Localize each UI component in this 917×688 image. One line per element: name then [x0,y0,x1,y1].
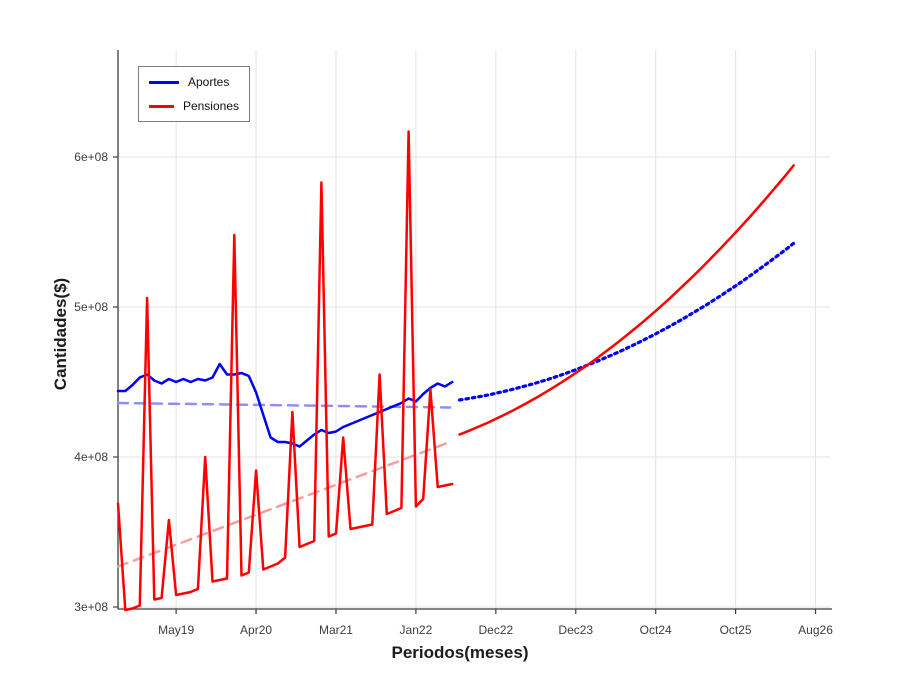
x-tick-label: Dec22 [478,623,513,637]
x-tick-label: Apr20 [240,623,272,637]
legend-item-pensiones: Pensiones [149,99,239,113]
y-tick-label: 5e+08 [74,300,108,314]
y-tick-label: 4e+08 [74,450,108,464]
x-axis-label: Periodos(meses) [391,643,529,662]
pensiones-historical-line [116,130,454,612]
pensiones-line-sample-icon [149,104,174,108]
x-tick-label: Dec23 [558,623,593,637]
x-tick-label: Jan22 [400,623,433,637]
y-axis-label: Cantidades($) [51,277,70,391]
legend: Aportes Pensiones [138,66,250,122]
x-tick-label: Oct25 [720,623,752,637]
pensiones-forecast-line [458,164,795,436]
x-tick-label: Mar21 [319,623,353,637]
aportes-forecast-line [457,241,796,402]
aportes-historical-line [116,362,454,448]
x-tick-label: Aug26 [798,623,833,637]
x-tick-label: Oct24 [640,623,672,637]
pensiones-trend-line [116,440,452,568]
legend-label-pensiones: Pensiones [182,99,239,113]
x-tick-label: May19 [158,623,194,637]
y-tick-label: 3e+08 [74,600,108,614]
y-tick-label: 6e+08 [74,150,108,164]
aportes-line-sample-icon [149,80,179,84]
legend-item-aportes: Aportes [149,75,239,89]
legend-label-aportes: Aportes [188,75,230,89]
